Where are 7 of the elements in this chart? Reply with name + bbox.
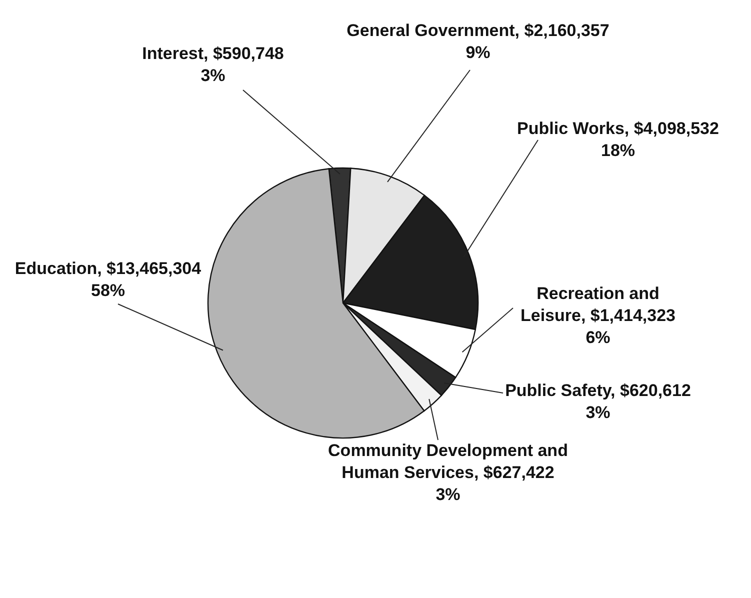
slice-label: Recreation and Leisure, $1,414,323 6% [519,283,676,349]
slice-label: Community Development and Human Services, $627,422 3% [327,440,569,506]
slice-label: General Government, $2,160,357 9% [346,20,610,64]
slice-label: Interest, $590,748 3% [141,43,285,87]
slice-label: Public Works, $4,098,532 18% [516,118,720,162]
slice-label: Education, $13,465,304 58% [14,258,202,302]
slice-label: Public Safety, $620,612 3% [504,380,692,424]
